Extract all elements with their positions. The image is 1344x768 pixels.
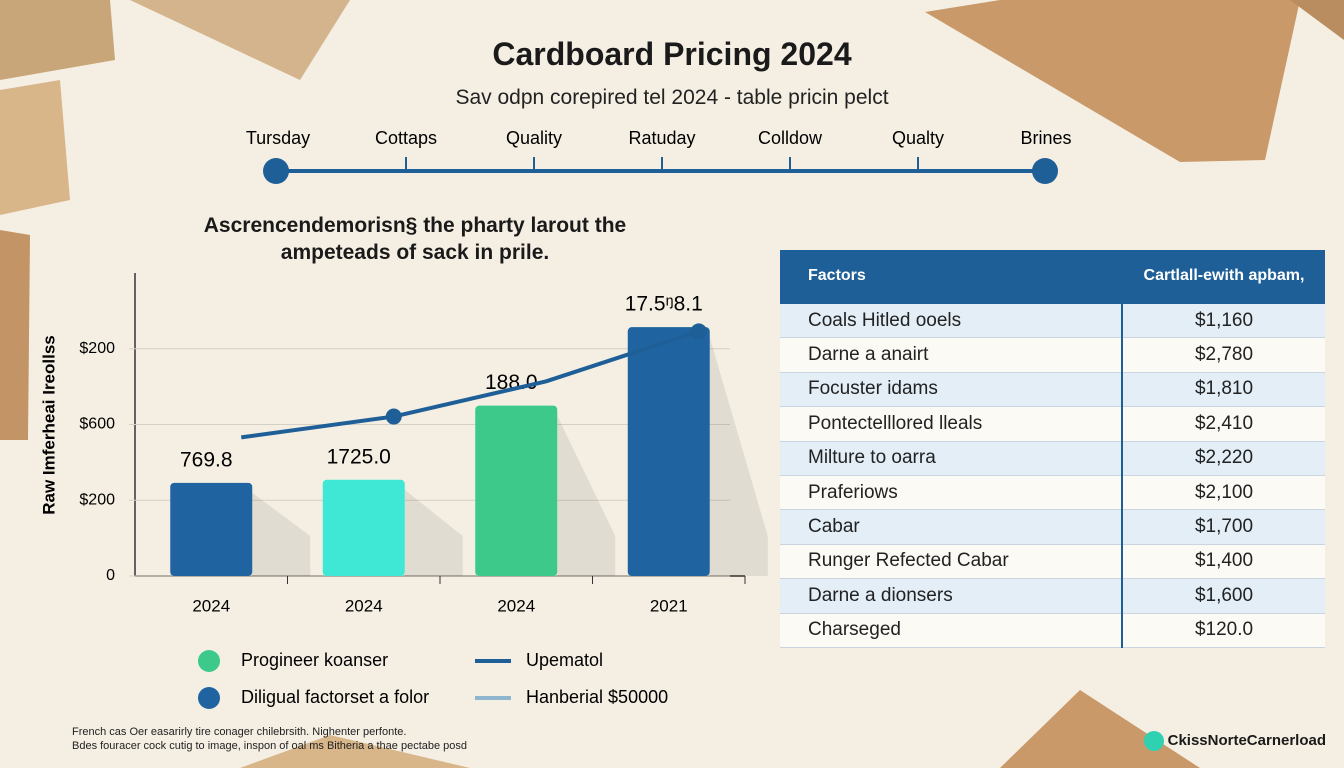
table-cell: Darne a dionsers — [780, 578, 1123, 614]
table-cell: $1,600 — [1122, 578, 1325, 614]
legend-label: Diligual factorset a folor — [241, 687, 429, 707]
legend-label: Hanberial $50000 — [526, 687, 668, 707]
table-row: Cabar $1,700 — [780, 509, 1325, 545]
bar — [170, 482, 253, 576]
cardboard — [1000, 690, 1200, 768]
x-tick-label: 2024 — [192, 596, 230, 615]
table-row: Coals Hitled ooels $1,160 — [780, 303, 1325, 339]
bar — [627, 327, 710, 576]
table-row: Runger Refected Cabar $1,400 — [780, 544, 1325, 580]
y-tick-label: 0 — [106, 567, 115, 584]
timeline-label: Quality — [506, 128, 562, 148]
y-tick-label: $200 — [79, 491, 115, 508]
timeline-label: Ratuday — [628, 128, 695, 148]
cardboard — [240, 735, 470, 768]
x-tick-label: 2024 — [497, 596, 535, 615]
price-table: Factors Cartlall-ewith apbam, Coals Hitled… — [780, 250, 1325, 648]
table-cell: $2,780 — [1122, 337, 1325, 373]
cardboard — [1290, 0, 1344, 40]
timeline-label: Brines — [1020, 128, 1071, 148]
bar-shadow — [404, 489, 463, 576]
timeline-label: Tursday — [246, 128, 310, 148]
table-cell: $2,410 — [1122, 406, 1325, 442]
table-cell: $2,100 — [1122, 475, 1325, 511]
header-cell: Cartlall-ewith apbam, — [1122, 250, 1325, 304]
bar-shadow — [557, 415, 616, 576]
timeline-node — [1032, 158, 1058, 184]
chart: Raw Imferheai Ireollss 0 $200 $600 $200 2024… — [39, 273, 768, 709]
y-axis-label: Raw Imferheai Ireollss — [39, 335, 58, 515]
cardboard — [925, 0, 1300, 162]
table-cell: Darne a anairt — [780, 337, 1123, 373]
bar-shadow — [709, 337, 768, 576]
y-tick-label: $600 — [79, 416, 115, 433]
table-row: Milture to oarra $2,220 — [780, 441, 1325, 476]
footer-text: French cas Oer easarirly tire conager ch… — [72, 726, 407, 738]
header-cell: Factors — [780, 250, 1123, 304]
bar-shadow — [252, 492, 311, 576]
cardboard — [0, 230, 30, 440]
table-row: Pontectelllored lleals $2,410 — [780, 406, 1325, 442]
footer-text: Bdes fouracer cock cutig to image, inspo… — [72, 740, 468, 752]
subtitle: Sav odpn corepired tel 2024 - table pric… — [455, 86, 889, 109]
legend-label: Progineer koanser — [241, 650, 388, 670]
logo: CkissNorteCarnerload — [1143, 731, 1326, 751]
table-cell: $1,160 — [1122, 303, 1325, 339]
table-row: Darne a dionsers $1,600 — [780, 578, 1325, 614]
table-cell: Coals Hitled ooels — [780, 303, 1123, 339]
line-marker — [385, 408, 402, 425]
table-row: Darne a anairt $2,780 — [780, 337, 1325, 373]
table-cell: Milture to oarra — [780, 441, 1123, 476]
bar — [322, 479, 405, 576]
timeline-label: Colldow — [758, 128, 823, 148]
table-cell: $1,700 — [1122, 509, 1325, 545]
table-row: Charseged $120.0 — [780, 613, 1325, 648]
table-cell: Charseged — [780, 613, 1123, 648]
legend-marker — [198, 650, 220, 672]
table-cell: Pontectelllored lleals — [780, 406, 1123, 442]
line-marker — [690, 323, 707, 340]
timeline-label: Qualty — [892, 128, 944, 148]
chart-title: Ascrencendemorisn§ the pharty larout the… — [203, 214, 627, 264]
table-cell: $1,400 — [1122, 544, 1325, 580]
bar — [475, 405, 558, 576]
line — [240, 329, 700, 440]
table-row: Praferiows $2,100 — [780, 475, 1325, 511]
cardboard — [0, 0, 115, 80]
table-row: Focuster idams $1,810 — [780, 372, 1325, 408]
logo-text: CkissNorteCarnerload — [1167, 731, 1326, 749]
y-tick-label: $200 — [79, 340, 115, 357]
value-label: 1725.0 — [327, 445, 391, 468]
cardboard — [0, 80, 70, 215]
value-label: 769.8 — [180, 448, 233, 471]
table-cell: Cabar — [780, 509, 1123, 545]
timeline: Tursday Cottaps Quality Ratuday Colldow Qualt… — [246, 128, 1072, 184]
table-cell: $1,810 — [1122, 372, 1325, 408]
timeline-node — [263, 158, 289, 184]
legend-label: Upematol — [526, 650, 603, 670]
table-cell: Runger Refected Cabar — [780, 544, 1123, 580]
table-cell: Praferiows — [780, 475, 1123, 511]
cardboard — [130, 0, 350, 80]
table-cell: $2,220 — [1122, 441, 1325, 476]
table-cell: Focuster idams — [780, 372, 1123, 408]
x-tick-label: 2021 — [650, 596, 688, 615]
legend-marker — [198, 687, 220, 709]
table-cell: $120.0 — [1122, 613, 1325, 648]
value-label: 17.5ᵑ8.1 — [625, 293, 703, 316]
title: Cardboard Pricing 2024 — [492, 36, 852, 72]
x-tick-label: 2024 — [345, 596, 383, 615]
timeline-label: Cottaps — [375, 128, 437, 148]
